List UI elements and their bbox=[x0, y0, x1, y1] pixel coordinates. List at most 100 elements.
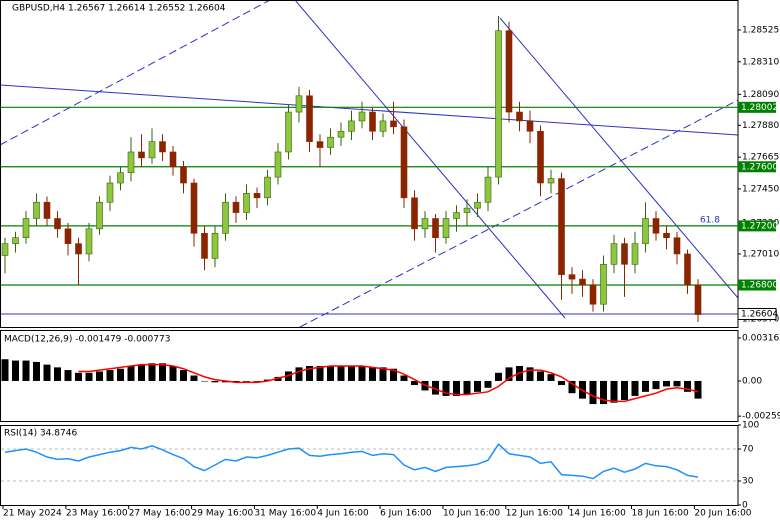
candle-body bbox=[358, 111, 366, 122]
y-tick-label: -0.00259 bbox=[742, 412, 780, 422]
y-tick-label: 0.00 bbox=[742, 376, 762, 386]
macd-bar bbox=[442, 380, 450, 396]
macd-bar bbox=[43, 364, 51, 381]
candle-body bbox=[243, 193, 250, 213]
y-tick-label: 100 bbox=[742, 421, 759, 431]
macd-bar bbox=[33, 361, 40, 381]
candle-body bbox=[274, 151, 282, 178]
macd-bar bbox=[127, 366, 135, 381]
level-label: 1.26800 bbox=[741, 281, 778, 291]
macd-bar bbox=[652, 380, 660, 390]
candle-body bbox=[589, 284, 597, 305]
x-tick-label: 21 May 2024 bbox=[3, 509, 62, 519]
level-tag bbox=[738, 279, 776, 291]
macd-bar bbox=[474, 380, 481, 392]
macd-bar bbox=[1, 359, 9, 381]
macd-bar bbox=[306, 366, 313, 381]
x-tick-label: 4 Jun 16:00 bbox=[317, 509, 369, 519]
macd-bar bbox=[568, 380, 576, 394]
x-tick-label: 29 May 16:00 bbox=[192, 509, 254, 519]
trend-line bbox=[299, 99, 739, 328]
candle-body bbox=[694, 284, 702, 315]
candle-body bbox=[180, 166, 187, 184]
candle-body bbox=[516, 111, 523, 122]
candle-body bbox=[106, 182, 114, 203]
candle-body bbox=[369, 111, 376, 132]
line bbox=[78, 363, 699, 403]
macd-bar bbox=[106, 370, 114, 381]
fibo-label: 61.8 bbox=[700, 216, 720, 226]
level-tag bbox=[738, 220, 776, 232]
candle-body bbox=[148, 141, 156, 159]
level-tag bbox=[738, 161, 776, 173]
macd-bar bbox=[537, 371, 544, 381]
macd-bar bbox=[411, 380, 418, 386]
candle-body bbox=[652, 218, 660, 234]
level-label: 1.27600 bbox=[741, 162, 778, 172]
macd-bar bbox=[253, 380, 261, 382]
candle-body bbox=[253, 193, 261, 199]
candle-body bbox=[568, 274, 576, 280]
macd-bar bbox=[558, 380, 565, 386]
candle-body bbox=[421, 218, 429, 230]
macd-bar bbox=[85, 372, 93, 381]
candle-body bbox=[169, 151, 177, 168]
y-tick-label: 0.003165 bbox=[742, 333, 780, 343]
candle-body bbox=[12, 237, 19, 244]
candle-body bbox=[411, 197, 418, 230]
macd-bar bbox=[369, 367, 376, 381]
macd-bar bbox=[631, 380, 639, 396]
candle-body bbox=[295, 95, 303, 113]
macd-bar bbox=[505, 367, 513, 381]
macd-bar bbox=[316, 366, 324, 381]
candle-body bbox=[327, 136, 334, 148]
rsi-panel bbox=[0, 425, 739, 506]
current-price-label: 1.26604 bbox=[741, 309, 778, 319]
macd-bar bbox=[190, 375, 198, 381]
candle-body bbox=[673, 237, 681, 255]
macd-bar bbox=[96, 371, 103, 381]
candle-body bbox=[75, 243, 82, 255]
candle-body bbox=[463, 207, 471, 213]
y-tick-label: 1.28525 bbox=[742, 26, 779, 36]
macd-bar bbox=[337, 366, 345, 381]
candle-body bbox=[579, 278, 586, 286]
macd-bar bbox=[358, 366, 366, 381]
x-tick-label: 10 Jun 16:00 bbox=[443, 509, 500, 519]
macd-bar bbox=[138, 364, 145, 381]
candle-body bbox=[379, 120, 387, 132]
rsi-header: RSI(14) 34.8746 bbox=[4, 429, 77, 439]
level-label: 1.27200 bbox=[741, 221, 778, 231]
y-tick-label: 1.27450 bbox=[742, 184, 779, 194]
macd-bar bbox=[453, 380, 460, 396]
candle-body bbox=[159, 141, 166, 153]
candle-body bbox=[631, 243, 639, 265]
current-price-tag bbox=[737, 307, 777, 320]
candle-body bbox=[190, 182, 198, 234]
candle-body bbox=[600, 264, 607, 305]
macd-bar bbox=[547, 374, 555, 381]
candle-body bbox=[54, 218, 61, 230]
candle-body bbox=[642, 218, 649, 244]
macd-bar bbox=[348, 366, 355, 381]
candle-body bbox=[621, 243, 628, 265]
level-label: 1.28002 bbox=[741, 103, 778, 113]
candle-body bbox=[232, 201, 240, 213]
trend-line bbox=[0, 0, 271, 146]
candle-body bbox=[400, 126, 408, 199]
candle-body bbox=[264, 176, 271, 199]
candle-body bbox=[201, 232, 208, 259]
macd-bar bbox=[589, 380, 597, 405]
macd-bar bbox=[64, 370, 72, 381]
macd-bar bbox=[526, 367, 534, 381]
macd-bar bbox=[663, 380, 670, 387]
candle-body bbox=[96, 201, 103, 230]
macd-bar bbox=[243, 380, 250, 382]
candle-body bbox=[85, 228, 93, 255]
candle-body bbox=[22, 218, 30, 239]
candle-body bbox=[1, 243, 9, 256]
macd-bar bbox=[201, 380, 208, 382]
macd-bar bbox=[390, 368, 397, 381]
trend-line bbox=[0, 84, 739, 136]
